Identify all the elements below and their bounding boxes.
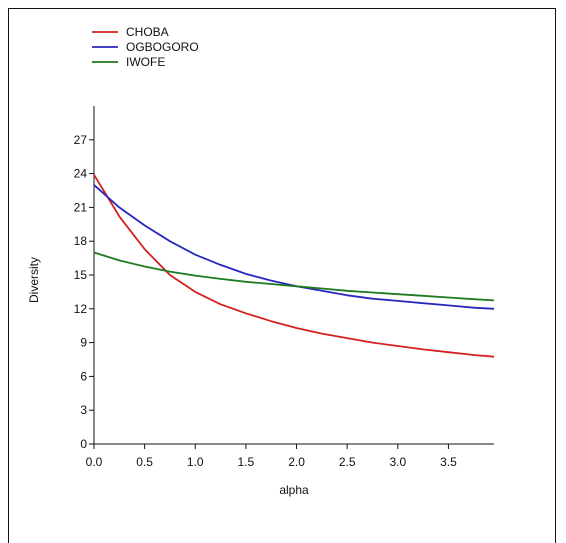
x-tick-label: 2.5 <box>339 455 356 469</box>
legend-label-choba: CHOBA <box>126 25 169 39</box>
x-axis-title: alpha <box>279 483 309 497</box>
legend-label-ogbogoro: OGBOGORO <box>126 40 199 54</box>
y-tick-label: 0 <box>80 437 87 451</box>
x-tick-label: 0.0 <box>86 455 103 469</box>
series-line-ogbogoro <box>93 184 495 310</box>
y-tick-label: 18 <box>74 234 88 248</box>
y-tick-label: 24 <box>74 167 88 181</box>
y-tick-label: 6 <box>80 369 87 383</box>
y-tick-label: 3 <box>80 403 87 417</box>
series-line-iwofe <box>93 251 495 302</box>
series-line-choba <box>93 174 495 358</box>
chart-frame <box>8 8 556 543</box>
x-tick-label: 0.5 <box>136 455 153 469</box>
y-tick-label: 9 <box>80 336 87 350</box>
x-tick-label: 1.0 <box>187 455 204 469</box>
series-lines <box>93 174 495 358</box>
x-tick-label: 1.5 <box>238 455 255 469</box>
x-tick-label: 3.5 <box>440 455 457 469</box>
y-axis-title: Diversity <box>27 257 41 303</box>
y-tick-label: 21 <box>74 200 88 214</box>
y-tick-label: 15 <box>74 268 88 282</box>
y-tick-label: 12 <box>74 302 88 316</box>
axes: 0.0 0.5 1.0 1.5 2.0 2.5 3.0 3.5 0 3 6 9 12 15 18 21 24 2… <box>27 106 494 497</box>
legend-label-iwofe: IWOFE <box>126 55 165 69</box>
y-axis-ticks: 0 3 6 9 12 15 18 21 24 27 <box>74 133 94 451</box>
x-axis-ticks: 0.0 0.5 1.0 1.5 2.0 2.5 3.0 3.5 <box>86 444 457 469</box>
x-tick-label: 3.0 <box>389 455 406 469</box>
y-tick-label: 27 <box>74 133 88 147</box>
x-tick-label: 2.0 <box>288 455 305 469</box>
